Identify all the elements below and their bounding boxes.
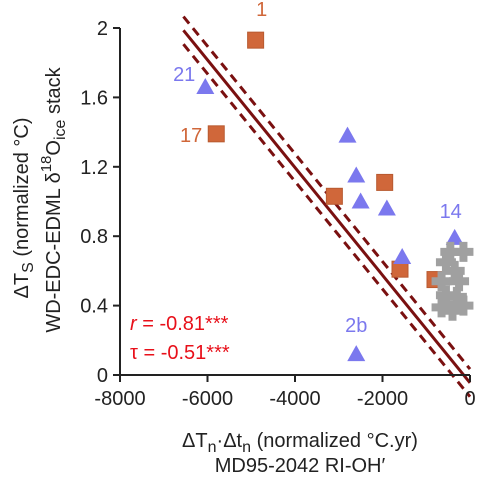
y-tick-label: 0 bbox=[97, 365, 108, 387]
x-axis-label-line1: ΔTn·Δtn (normalized °C.yr) bbox=[182, 430, 418, 456]
y-label2-sup: 18 bbox=[38, 156, 55, 173]
cross-point bbox=[435, 285, 456, 306]
x-tick-label: -6000 bbox=[182, 388, 233, 410]
triangle-point bbox=[445, 228, 464, 245]
y-tick-label: 0.4 bbox=[80, 296, 108, 318]
correlation-tau-text: τ = -0.51*** bbox=[130, 342, 230, 364]
ticks: -8000 -6000 -4000 -2000 0 0 0.4 0.8 1.2 1.6 2 bbox=[80, 18, 475, 410]
y-label2-suffix: stack bbox=[43, 66, 65, 119]
x-tick-label: -2000 bbox=[357, 388, 408, 410]
point-label: 21 bbox=[173, 64, 195, 86]
point-label: 14 bbox=[440, 201, 462, 223]
cross-point bbox=[453, 241, 474, 262]
x-label-suffix: (normalized °C.yr) bbox=[251, 430, 418, 452]
r-value: = -0.81*** bbox=[137, 313, 229, 335]
square-point bbox=[207, 125, 225, 143]
point-label: 2b bbox=[345, 315, 367, 337]
cross-point bbox=[449, 271, 470, 292]
point-label: 1 bbox=[256, 0, 267, 21]
cross-point bbox=[431, 271, 452, 292]
cross-point bbox=[444, 260, 465, 281]
y-label-prefix: ΔT bbox=[11, 273, 33, 299]
fit-lower-ci-line bbox=[182, 43, 472, 398]
triangle-point bbox=[393, 248, 412, 265]
y-label-suffix: (normalized °C) bbox=[11, 118, 33, 263]
fit-line bbox=[182, 29, 472, 384]
triangle-point bbox=[196, 77, 215, 94]
y-tick-label: 1.6 bbox=[80, 87, 108, 109]
y-label2-prefix: WD-EDC-EDML δ bbox=[43, 172, 65, 332]
y-label2-mid: O bbox=[43, 140, 65, 156]
triangle-point bbox=[347, 166, 366, 183]
triangle-point bbox=[338, 126, 357, 143]
cross-point bbox=[453, 295, 474, 316]
square-point bbox=[247, 31, 265, 49]
cross-point bbox=[440, 241, 461, 262]
x-tick-label: -8000 bbox=[94, 388, 145, 410]
y-axis-label-line2-group: WD-EDC-EDML δ18Oice stack bbox=[38, 66, 69, 332]
data-marks: 1 17 21 14 2b bbox=[173, 0, 474, 398]
r-symbol: r bbox=[130, 313, 138, 335]
x-axis-label-line2: MD95-2042 RI-OH′ bbox=[215, 455, 386, 477]
cross-point bbox=[435, 252, 456, 273]
cross-point bbox=[431, 297, 452, 318]
y-label2-sub: ice bbox=[52, 119, 69, 140]
x-label-sub1: n bbox=[208, 439, 217, 456]
y-axis-label-line1-group: ΔTS (normalized °C) bbox=[11, 118, 37, 299]
correlation-r-text: r = -0.81*** bbox=[130, 313, 229, 335]
triangle-point bbox=[351, 192, 370, 209]
square-point bbox=[325, 187, 343, 205]
x-label-sub2: n bbox=[242, 439, 251, 456]
x-label-prefix: ΔT bbox=[182, 430, 208, 452]
cross-point bbox=[446, 286, 467, 307]
y-axis-label-line2: WD-EDC-EDML δ18Oice stack bbox=[38, 66, 69, 332]
x-tick-label: -4000 bbox=[269, 388, 320, 410]
point-label: 17 bbox=[180, 125, 202, 147]
square-point bbox=[376, 173, 394, 191]
y-axis-label-line1: ΔTS (normalized °C) bbox=[11, 118, 37, 299]
y-tick-label: 1.2 bbox=[80, 157, 108, 179]
x-label-mid: ·Δt bbox=[217, 430, 243, 452]
y-tick-label: 0.8 bbox=[80, 226, 108, 248]
cross-point bbox=[442, 300, 463, 321]
x-tick-label: 0 bbox=[464, 388, 475, 410]
triangle-point bbox=[377, 199, 396, 216]
triangle-point bbox=[347, 345, 366, 362]
y-tick-label: 2 bbox=[97, 18, 108, 40]
y-label-sub: S bbox=[20, 262, 37, 273]
